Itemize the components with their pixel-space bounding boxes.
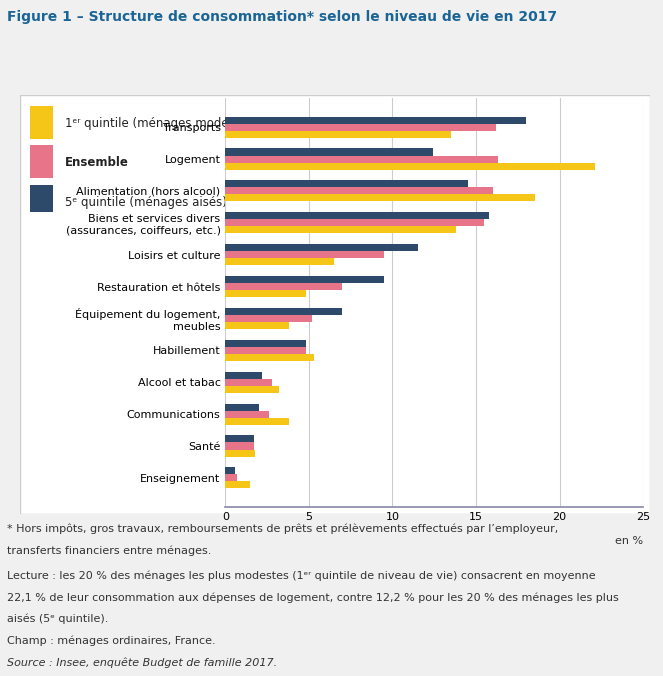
Text: en %: en % xyxy=(615,535,643,546)
Bar xyxy=(225,187,493,195)
Bar xyxy=(225,258,334,265)
Bar xyxy=(225,450,255,456)
Bar xyxy=(225,435,254,443)
Text: 1ᵉʳ quintile (ménages modestes): 1ᵉʳ quintile (ménages modestes) xyxy=(66,118,258,130)
Bar xyxy=(29,145,53,178)
Bar xyxy=(225,379,272,386)
FancyBboxPatch shape xyxy=(20,95,650,514)
Bar xyxy=(225,418,289,425)
Bar xyxy=(225,276,384,283)
Bar xyxy=(225,410,269,418)
Bar xyxy=(225,180,467,187)
Text: Ensemble: Ensemble xyxy=(66,156,129,169)
Bar xyxy=(225,195,534,201)
Bar xyxy=(225,315,312,322)
Bar xyxy=(225,347,306,354)
Bar xyxy=(225,162,595,170)
Text: Lecture : les 20 % des ménages les plus modestes (1ᵉʳ quintile de niveau de vie): Lecture : les 20 % des ménages les plus … xyxy=(7,571,595,581)
Bar xyxy=(225,467,235,475)
Bar xyxy=(225,244,418,251)
Bar xyxy=(225,322,289,329)
Text: 22,1 % de leur consommation aux dépenses de logement, contre 12,2 % pour les 20 : 22,1 % de leur consommation aux dépenses… xyxy=(7,592,619,603)
Bar xyxy=(225,443,254,450)
Bar xyxy=(225,481,251,489)
Bar xyxy=(225,290,306,297)
Bar xyxy=(225,283,342,290)
Bar xyxy=(225,354,314,361)
Bar xyxy=(225,117,526,124)
Text: aisés (5ᵉ quintile).: aisés (5ᵉ quintile). xyxy=(7,614,108,625)
Text: transferts financiers entre ménages.: transferts financiers entre ménages. xyxy=(7,546,211,556)
Bar xyxy=(29,106,53,139)
Bar xyxy=(225,475,237,481)
Bar xyxy=(225,155,498,162)
Bar xyxy=(225,226,456,233)
Bar xyxy=(29,185,53,218)
Text: Champ : ménages ordinaires, France.: Champ : ménages ordinaires, France. xyxy=(7,635,215,646)
Bar xyxy=(225,386,279,393)
Bar xyxy=(225,372,262,379)
Bar xyxy=(225,130,451,138)
Bar xyxy=(225,251,384,258)
Bar xyxy=(225,212,489,219)
Bar xyxy=(225,404,259,410)
Bar xyxy=(225,219,485,226)
Text: Figure 1 – Structure de consommation* selon le niveau de vie en 2017: Figure 1 – Structure de consommation* se… xyxy=(7,10,557,24)
Bar xyxy=(225,308,342,315)
Bar xyxy=(225,124,496,130)
Bar xyxy=(225,149,432,155)
Text: * Hors impôts, gros travaux, remboursements de prêts et prélèvements effectués p: * Hors impôts, gros travaux, rembourseme… xyxy=(7,524,558,535)
Text: Source : Insee, enquête Budget de famille 2017.: Source : Insee, enquête Budget de famill… xyxy=(7,657,276,668)
Bar xyxy=(225,340,306,347)
Text: 5ᵉ quintile (ménages aisés): 5ᵉ quintile (ménages aisés) xyxy=(66,196,227,209)
